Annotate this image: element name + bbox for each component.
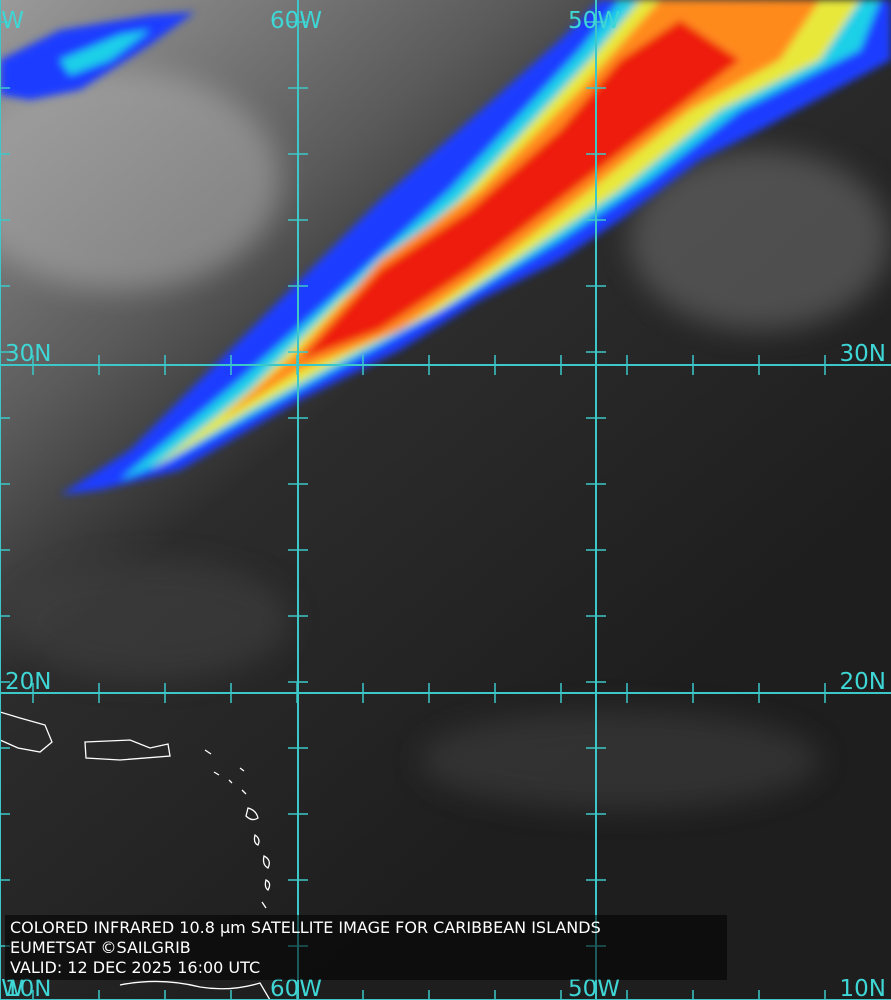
low-clouds xyxy=(0,70,890,810)
caption-line: EUMETSAT ©SAILGRIB xyxy=(10,938,191,957)
islands xyxy=(0,711,271,1000)
cloud-band xyxy=(0,0,891,495)
longitude-label: 70W xyxy=(0,8,24,34)
caption-line: COLORED INFRARED 10.8 µm SATELLITE IMAGE… xyxy=(10,918,601,937)
latitude-label: 20N xyxy=(840,669,886,695)
latitude-label: 10N xyxy=(840,976,886,1000)
longitude-label: 50W xyxy=(568,8,620,34)
latitude-label: 30N xyxy=(5,341,51,367)
caption-line: VALID: 12 DEC 2025 16:00 UTC xyxy=(10,958,260,977)
latitude-label: 30N xyxy=(840,341,886,367)
caption-box xyxy=(5,915,727,980)
longitude-label: 60W xyxy=(270,8,322,34)
latitude-label: 20N xyxy=(5,669,51,695)
caption: COLORED INFRARED 10.8 µm SATELLITE IMAGE… xyxy=(10,918,601,977)
